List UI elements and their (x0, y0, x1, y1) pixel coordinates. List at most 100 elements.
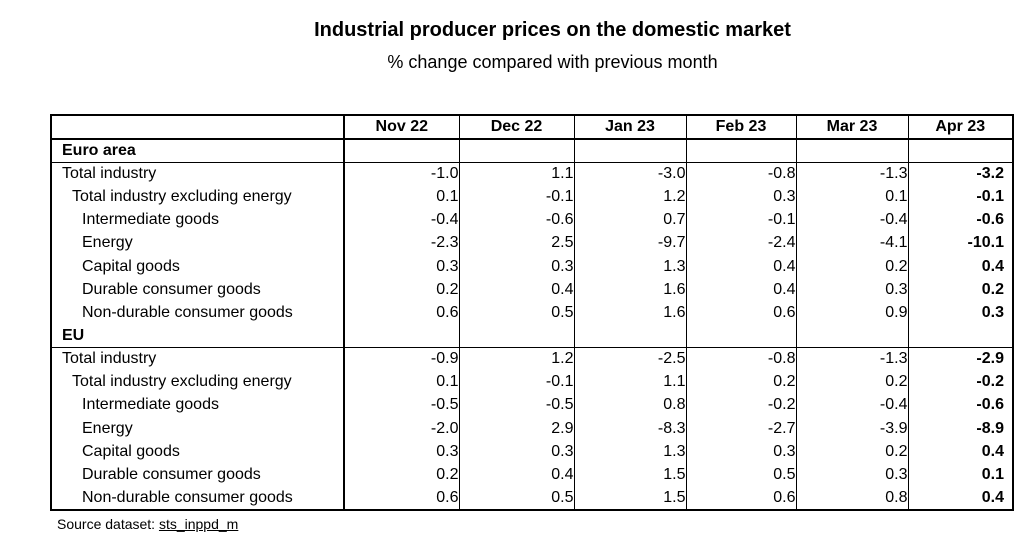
empty-cell (795, 139, 908, 163)
empty-cell (343, 324, 459, 349)
value-cell: 0.3 (907, 301, 1013, 325)
group-header-row: EU (51, 324, 1013, 349)
value-cell: 1.6 (573, 301, 686, 325)
row-label: Intermediate goods (51, 208, 345, 232)
empty-cell (458, 324, 574, 349)
row-label: Durable consumer goods (51, 278, 345, 302)
value-cell: 2.5 (458, 231, 574, 256)
value-cell: 1.6 (573, 278, 686, 302)
empty-cell (907, 324, 1013, 349)
value-cell: 0.5 (685, 463, 796, 487)
empty-cell (685, 139, 796, 163)
value-cell: 0.8 (795, 486, 908, 510)
value-cell: 0.4 (458, 278, 574, 302)
empty-cell (343, 139, 459, 163)
value-cell: 1.1 (458, 162, 574, 186)
value-cell: 0.4 (458, 463, 574, 487)
value-cell: -4.1 (795, 231, 908, 256)
value-cell: 1.5 (573, 463, 686, 487)
value-cell: -3.2 (907, 162, 1013, 186)
value-cell: -2.3 (343, 231, 459, 256)
row-label: Capital goods (51, 440, 345, 464)
table-body: Euro area Total industry -1.0 1.1 -3.0 -0.8 -1… (51, 139, 1013, 510)
value-cell: 0.3 (458, 440, 574, 464)
column-header: Nov 22 (343, 115, 459, 140)
source-dataset-link[interactable]: sts_inppd_m (158, 516, 239, 532)
value-cell: 0.1 (795, 185, 908, 209)
row-label: Durable consumer goods (51, 463, 345, 487)
value-cell: -0.8 (685, 347, 796, 371)
value-cell: -0.4 (343, 208, 459, 232)
table-row: Total industry excluding energy 0.1 -0.1 1.… (51, 185, 1013, 209)
value-cell: 0.3 (795, 278, 908, 302)
group-label: Euro area (51, 139, 345, 163)
empty-cell (685, 324, 796, 349)
value-cell: 0.4 (907, 486, 1013, 510)
value-cell: 1.2 (573, 185, 686, 209)
value-cell: 0.9 (795, 301, 908, 325)
value-cell: 1.1 (573, 370, 686, 394)
column-header: Dec 22 (458, 115, 574, 140)
source-note: Source dataset: sts_inppd_m (57, 515, 238, 533)
value-cell: 0.2 (907, 278, 1013, 302)
value-cell: -2.4 (685, 231, 796, 256)
empty-cell (458, 139, 574, 163)
value-cell: 0.3 (795, 463, 908, 487)
empty-cell (573, 139, 686, 163)
value-cell: -0.6 (907, 393, 1013, 418)
header-row: Nov 22 Dec 22 Jan 23 Feb 23 Mar 23 Apr 2… (51, 115, 1013, 140)
value-cell: 0.1 (343, 185, 459, 209)
table-row: Energy -2.3 2.5 -9.7 -2.4 -4.1 -10.1 (51, 231, 1013, 256)
row-label: Energy (51, 417, 345, 441)
value-cell: -0.6 (458, 208, 574, 232)
table-row: Durable consumer goods 0.2 0.4 1.6 0.4 0.3 0.2 (51, 278, 1013, 302)
value-cell: 0.3 (343, 255, 459, 279)
header-corner (51, 115, 345, 140)
value-cell: -0.5 (343, 393, 459, 418)
value-cell: -0.8 (685, 162, 796, 186)
value-cell: 0.1 (343, 370, 459, 394)
empty-cell (795, 324, 908, 349)
value-cell: -1.3 (795, 162, 908, 186)
value-cell: -0.2 (685, 393, 796, 418)
value-cell: -1.3 (795, 347, 908, 371)
row-label: Non-durable consumer goods (51, 486, 345, 510)
row-label: Energy (51, 231, 345, 256)
column-header: Jan 23 (573, 115, 686, 140)
value-cell: -2.0 (343, 417, 459, 441)
value-cell: -0.1 (685, 208, 796, 232)
value-cell: 0.3 (685, 440, 796, 464)
value-cell: -2.5 (573, 347, 686, 371)
value-cell: 1.3 (573, 255, 686, 279)
value-cell: 0.6 (685, 486, 796, 510)
value-cell: 0.5 (458, 301, 574, 325)
group-header-row: Euro area (51, 139, 1013, 163)
value-cell: 0.1 (907, 463, 1013, 487)
value-cell: -2.9 (907, 347, 1013, 371)
value-cell: -9.7 (573, 231, 686, 256)
value-cell: -0.1 (907, 185, 1013, 209)
table-row: Intermediate goods -0.4 -0.6 0.7 -0.1 -0.4 -0.… (51, 208, 1013, 232)
value-cell: 0.4 (907, 440, 1013, 464)
value-cell: -2.7 (685, 417, 796, 441)
row-label: Total industry excluding energy (51, 370, 345, 394)
value-cell: 0.3 (685, 185, 796, 209)
value-cell: -0.9 (343, 347, 459, 371)
table-subtitle: % change compared with previous month (387, 52, 718, 72)
value-cell: 0.6 (343, 301, 459, 325)
value-cell: 0.2 (795, 440, 908, 464)
row-label: Capital goods (51, 255, 345, 279)
value-cell: 0.6 (343, 486, 459, 510)
value-cell: 0.4 (907, 255, 1013, 279)
value-cell: -0.4 (795, 393, 908, 418)
value-cell: 0.3 (458, 255, 574, 279)
value-cell: -1.0 (343, 162, 459, 186)
value-cell: -10.1 (907, 231, 1013, 256)
value-cell: 1.3 (573, 440, 686, 464)
source-prefix: Source dataset: (57, 516, 159, 532)
table-row: Non-durable consumer goods 0.6 0.5 1.5 0.6 0.… (51, 486, 1013, 510)
column-header: Feb 23 (685, 115, 796, 140)
row-label: Total industry (51, 162, 345, 186)
table-row: Durable consumer goods 0.2 0.4 1.5 0.5 0.3 0.1 (51, 463, 1013, 487)
value-cell: 0.5 (458, 486, 574, 510)
